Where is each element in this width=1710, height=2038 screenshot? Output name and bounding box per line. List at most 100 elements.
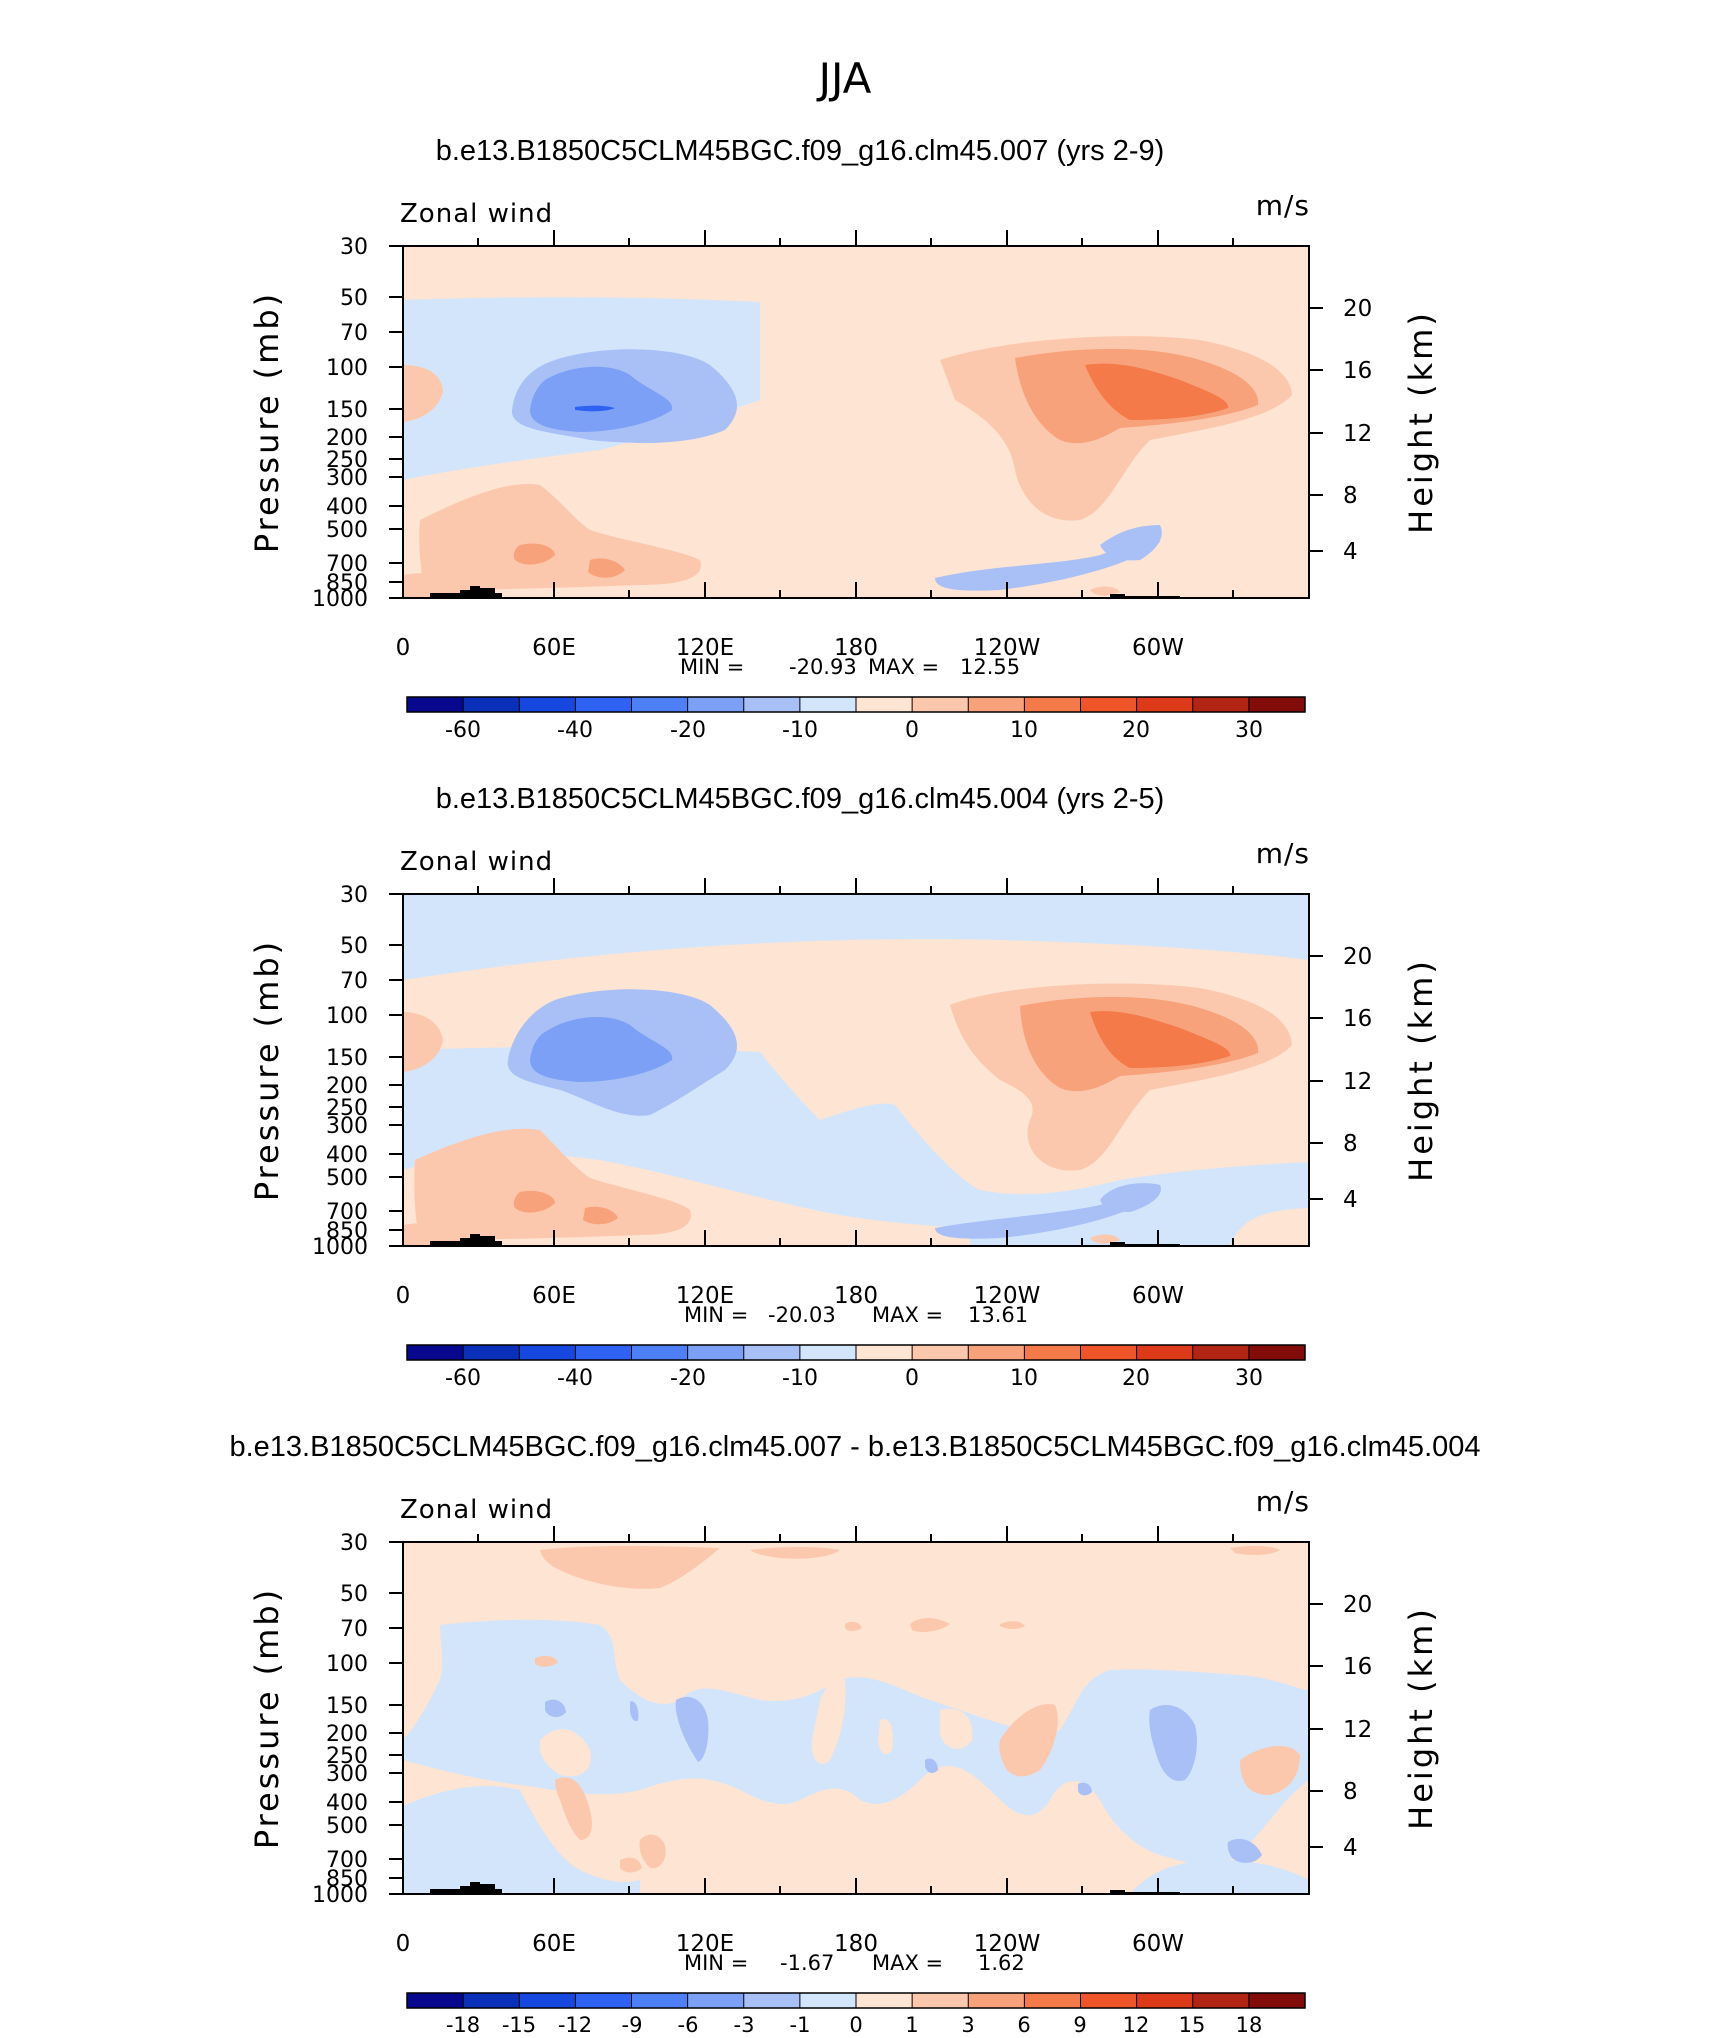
panel-2-x-ticks xyxy=(389,878,1323,1247)
colorbar-label: 15 xyxy=(1179,2013,1206,2037)
colorbar-swatch xyxy=(968,697,1025,712)
colorbar-swatch xyxy=(856,697,913,712)
colorbar-swatch xyxy=(687,1345,745,1360)
y-tick-label: 50 xyxy=(340,934,368,959)
panel-2: b.e13.B1850C5CLM45BGC.f09_g16.clm45.004 … xyxy=(248,783,1440,1391)
height-tick-label: 16 xyxy=(1343,1006,1372,1032)
y-tick-label: 1000 xyxy=(312,1235,368,1260)
height-tick-label: 20 xyxy=(1343,296,1372,322)
x-tick-label: 0 xyxy=(396,1283,411,1309)
colorbar-label: -20 xyxy=(670,1366,706,1391)
panel-1-contour-field xyxy=(403,246,1309,598)
y-tick-label: 300 xyxy=(326,1114,368,1139)
colorbar-swatch xyxy=(631,697,689,712)
colorbar-frame xyxy=(406,1992,1306,2009)
colorbar-swatch xyxy=(631,1345,689,1360)
max-value: 13.61 xyxy=(968,1303,1028,1327)
panel-1-x-ticks xyxy=(389,230,1323,599)
panel-1-y-axis-label: Pressure (mb) xyxy=(248,291,286,553)
min-label: MIN = xyxy=(684,1951,748,1975)
panel-1-stats: MIN = -20.93 MAX = 12.55 xyxy=(680,655,1020,679)
height-tick-label: 12 xyxy=(1343,1717,1372,1743)
y-tick-label: 70 xyxy=(340,1617,368,1642)
panel-1: b.e13.B1850C5CLM45BGC.f09_g16.clm45.007 … xyxy=(248,135,1440,743)
colorbar-swatch xyxy=(1024,1993,1082,2008)
colorbar-swatch xyxy=(743,1345,801,1360)
panel-3-y-tick-labels: 30 50 70 100 150 200 250 300 400 500 700… xyxy=(312,1531,368,1908)
y-tick-label: 150 xyxy=(326,1694,368,1719)
x-tick-label: 120E xyxy=(676,635,734,661)
height-tick-label: 20 xyxy=(1343,944,1372,970)
colorbar-label: -6 xyxy=(678,2013,699,2037)
panel-2-right-tick-labels: 20 16 12 8 4 xyxy=(1343,944,1372,1213)
y-tick-label: 500 xyxy=(326,518,368,543)
y-tick-label: 300 xyxy=(326,1762,368,1787)
colorbar-swatch xyxy=(968,1993,1025,2008)
panel-2-colorbar: -60 -40 -20 -10 0 10 20 30 xyxy=(406,1344,1306,1391)
x-tick-label: 0 xyxy=(396,1931,411,1957)
y-tick-label: 200 xyxy=(326,426,368,451)
x-tick-label: 180 xyxy=(834,1931,878,1957)
y-tick-label: 400 xyxy=(326,1791,368,1816)
y-tick-label: 250 xyxy=(326,1096,368,1121)
colorbar-swatch xyxy=(968,1345,1025,1360)
colorbar-swatch xyxy=(687,697,745,712)
max-value: 1.62 xyxy=(978,1951,1025,1975)
panel-2-right-axis-label: Height (km) xyxy=(1402,958,1440,1182)
colorbar-swatch xyxy=(407,1345,464,1360)
y-tick-label: 30 xyxy=(340,883,368,908)
colorbar-swatch xyxy=(1248,1993,1306,2008)
panel-3-units-label: m/s xyxy=(1256,1485,1310,1518)
colorbar-label: 9 xyxy=(1073,2013,1086,2037)
y-tick-label: 850 xyxy=(326,1867,368,1892)
colorbar-labels: -60 -40 -20 -10 0 10 20 30 xyxy=(445,1366,1263,1391)
colorbar-label: -60 xyxy=(445,718,481,743)
colorbar-swatches xyxy=(407,1993,1306,2008)
y-tick-label: 500 xyxy=(326,1166,368,1191)
x-tick-label: 60E xyxy=(532,635,576,661)
height-tick-label: 12 xyxy=(1343,1069,1372,1095)
y-tick-label: 250 xyxy=(326,1744,368,1769)
panel-2-title: b.e13.B1850C5CLM45BGC.f09_g16.clm45.004 … xyxy=(436,783,1165,815)
height-tick-label: 4 xyxy=(1343,539,1358,565)
colorbar-label: 30 xyxy=(1235,1366,1263,1391)
colorbar-swatch xyxy=(856,1345,913,1360)
panel-1-x-tick-labels: 0 60E 120E 180 120W 60W xyxy=(396,635,1184,661)
colorbar-swatch xyxy=(1080,697,1138,712)
y-tick-label: 400 xyxy=(326,1143,368,1168)
colorbar-swatches xyxy=(407,697,1306,712)
height-tick-label: 16 xyxy=(1343,358,1372,384)
colorbar-swatch xyxy=(743,697,801,712)
colorbar-swatch xyxy=(407,697,464,712)
colorbar-swatch xyxy=(799,1345,857,1360)
colorbar-swatch xyxy=(912,697,969,712)
colorbar-swatch xyxy=(463,697,520,712)
min-value: -20.03 xyxy=(768,1303,836,1327)
min-label: MIN = xyxy=(684,1303,748,1327)
max-label: MAX = xyxy=(872,1951,943,1975)
colorbar-swatch xyxy=(743,1993,801,2008)
colorbar-swatch xyxy=(519,1345,576,1360)
y-tick-label: 70 xyxy=(340,969,368,994)
y-tick-label: 100 xyxy=(326,1004,368,1029)
panel-3-colorbar: -18 -15 -12 -9 -6 -3 -1 0 1 3 6 9 12 15 … xyxy=(406,1992,1306,2037)
colorbar-swatch xyxy=(856,1993,913,2008)
max-label: MAX = xyxy=(868,655,939,679)
height-tick-label: 8 xyxy=(1343,483,1358,509)
y-tick-label: 150 xyxy=(326,1046,368,1071)
colorbar-label: -10 xyxy=(782,1366,818,1391)
y-tick-label: 700 xyxy=(326,1200,368,1225)
panel-1-right-tick-labels: 20 16 12 8 4 xyxy=(1343,296,1372,565)
colorbar-label: -40 xyxy=(557,718,593,743)
x-tick-label: 180 xyxy=(834,1283,878,1309)
y-tick-label: 30 xyxy=(340,1531,368,1556)
figure-title: JJA xyxy=(816,54,872,103)
min-value: -1.67 xyxy=(780,1951,834,1975)
x-tick-label: 60W xyxy=(1132,1931,1184,1957)
panel-1-colorbar: -60 -40 -20 -10 0 10 20 30 xyxy=(406,696,1306,743)
colorbar-label: -20 xyxy=(670,718,706,743)
y-tick-label: 70 xyxy=(340,321,368,346)
colorbar-label: -10 xyxy=(782,718,818,743)
panel-2-y-axis-label: Pressure (mb) xyxy=(248,939,286,1201)
